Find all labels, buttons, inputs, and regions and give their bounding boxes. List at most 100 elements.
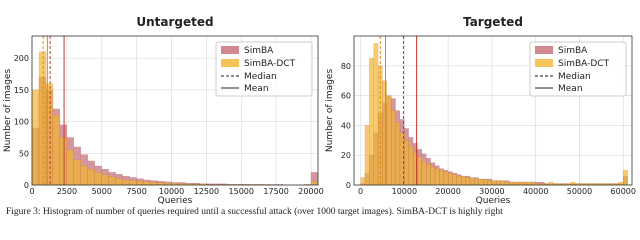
histogram-bar: [369, 58, 374, 186]
legend-label: SimBA-DCT: [558, 59, 610, 69]
x-tick-label: 5000: [92, 187, 112, 196]
histogram-bar: [513, 181, 519, 186]
histogram-bar: [360, 177, 366, 186]
plot-frame: [31, 35, 319, 186]
histogram-bar: [87, 168, 95, 186]
histogram-bar: [310, 181, 319, 186]
histogram-bar: [482, 178, 488, 186]
legend-swatch: [535, 59, 553, 67]
histogram-bar: [391, 110, 396, 186]
legend-label: Median: [558, 72, 591, 82]
histogram-bar: [122, 179, 130, 186]
histogram-bar: [526, 181, 532, 186]
histogram-bar: [66, 149, 75, 186]
histogram-bar: [469, 177, 475, 186]
y-tick-label: 0: [346, 181, 351, 190]
histogram-bar: [487, 180, 493, 186]
legend-swatch: [221, 46, 239, 54]
legend-box: [529, 41, 627, 97]
histogram-bar: [430, 166, 436, 186]
plot-frame: [353, 35, 633, 186]
legend-label: Mean: [558, 84, 583, 94]
histogram-bar: [52, 115, 61, 186]
x-tick-label: 20000: [435, 187, 460, 196]
histogram-bar: [143, 181, 151, 186]
histogram-bar: [504, 181, 510, 186]
histogram-bar: [31, 89, 40, 186]
histogram-bar: [474, 178, 479, 186]
histogram-bar: [443, 171, 449, 186]
legend-label: SimBA: [558, 46, 588, 56]
histogram-bar: [456, 175, 462, 186]
x-tick-label: 0: [29, 187, 34, 196]
histogram-bar: [80, 165, 88, 186]
x-tick-label: 50000: [567, 187, 592, 196]
y-tick-label: 40: [341, 121, 351, 130]
y-tick-label: 200: [14, 54, 29, 63]
histogram-bar: [38, 51, 47, 186]
x-tick-label: 2500: [57, 187, 77, 196]
legend-label: Mean: [244, 84, 269, 94]
histogram-bar: [364, 125, 370, 186]
histogram-bar: [426, 163, 431, 186]
histogram-bar: [108, 176, 116, 186]
legend-swatch: [221, 59, 239, 67]
histogram-bar: [461, 175, 466, 186]
y-tick-label: 0: [24, 181, 29, 190]
x-tick-label: 15000: [229, 187, 254, 196]
x-tick-label: 20000: [298, 187, 323, 196]
histogram-bar: [491, 180, 497, 186]
histogram-bar: [136, 181, 144, 186]
x-tick-label: 10000: [392, 187, 417, 196]
histogram-bar: [115, 178, 123, 186]
histogram-bar: [129, 180, 137, 186]
chart-title: Untargeted: [136, 15, 213, 29]
histogram-bar: [382, 80, 387, 186]
legend-label: SimBA: [244, 46, 274, 56]
x-tick-label: 30000: [479, 187, 504, 196]
histogram-bar: [478, 178, 484, 186]
histogram-bar: [417, 156, 423, 186]
histogram-bar: [421, 161, 427, 186]
histogram-bar: [518, 181, 523, 186]
legend-label: SimBA-DCT: [244, 59, 296, 69]
page: body { margin: 0; font-family: "DejaVu S…: [3, 15, 636, 217]
histogram-bar: [522, 181, 528, 186]
histogram-bar: [439, 169, 444, 186]
x-tick-label: 60000: [611, 187, 636, 196]
x-tick-label: 7500: [126, 187, 146, 196]
histogram-bar: [434, 168, 440, 186]
body: {"chart_data": [ {"type": "histogram", "…: [3, 15, 636, 217]
chart-title: Targeted: [463, 15, 523, 29]
y-axis-label: Number of images: [3, 69, 13, 153]
y-tick-label: 100: [14, 118, 29, 127]
histogram-bar: [570, 181, 576, 186]
caption: Figure 3: Histogram of number of queries…: [6, 206, 503, 217]
histogram-bar: [452, 174, 458, 186]
figure: Figure 3: Histogram of number of queries…: [3, 15, 636, 217]
y-tick-label: 20: [341, 151, 351, 160]
histogram-bar: [465, 177, 471, 186]
histogram-bar: [73, 159, 81, 186]
histogram-bar: [59, 137, 68, 186]
histogram-bar: [618, 181, 624, 186]
x-axis-label: Queries: [476, 196, 511, 206]
histogram-bar: [531, 181, 536, 186]
y-tick-label: 60: [341, 92, 351, 101]
histogram-bar: [623, 169, 628, 186]
histogram-bar: [386, 95, 392, 186]
histogram-bar: [373, 43, 379, 186]
x-tick-label: 17500: [263, 187, 288, 196]
histogram-bar: [509, 181, 514, 186]
histogram-bar: [94, 172, 102, 186]
histogram-bar: [500, 180, 506, 186]
histogram-bar: [101, 174, 109, 186]
x-axis-label: Queries: [158, 196, 193, 206]
histogram-bar: [496, 180, 501, 186]
y-axis-label: Number of images: [325, 69, 335, 153]
legend-swatch: [535, 46, 553, 54]
x-tick-label: 12500: [194, 187, 219, 196]
histogram-bar: [548, 181, 554, 186]
legend-box: [215, 41, 313, 97]
histogram-bar: [447, 172, 453, 186]
